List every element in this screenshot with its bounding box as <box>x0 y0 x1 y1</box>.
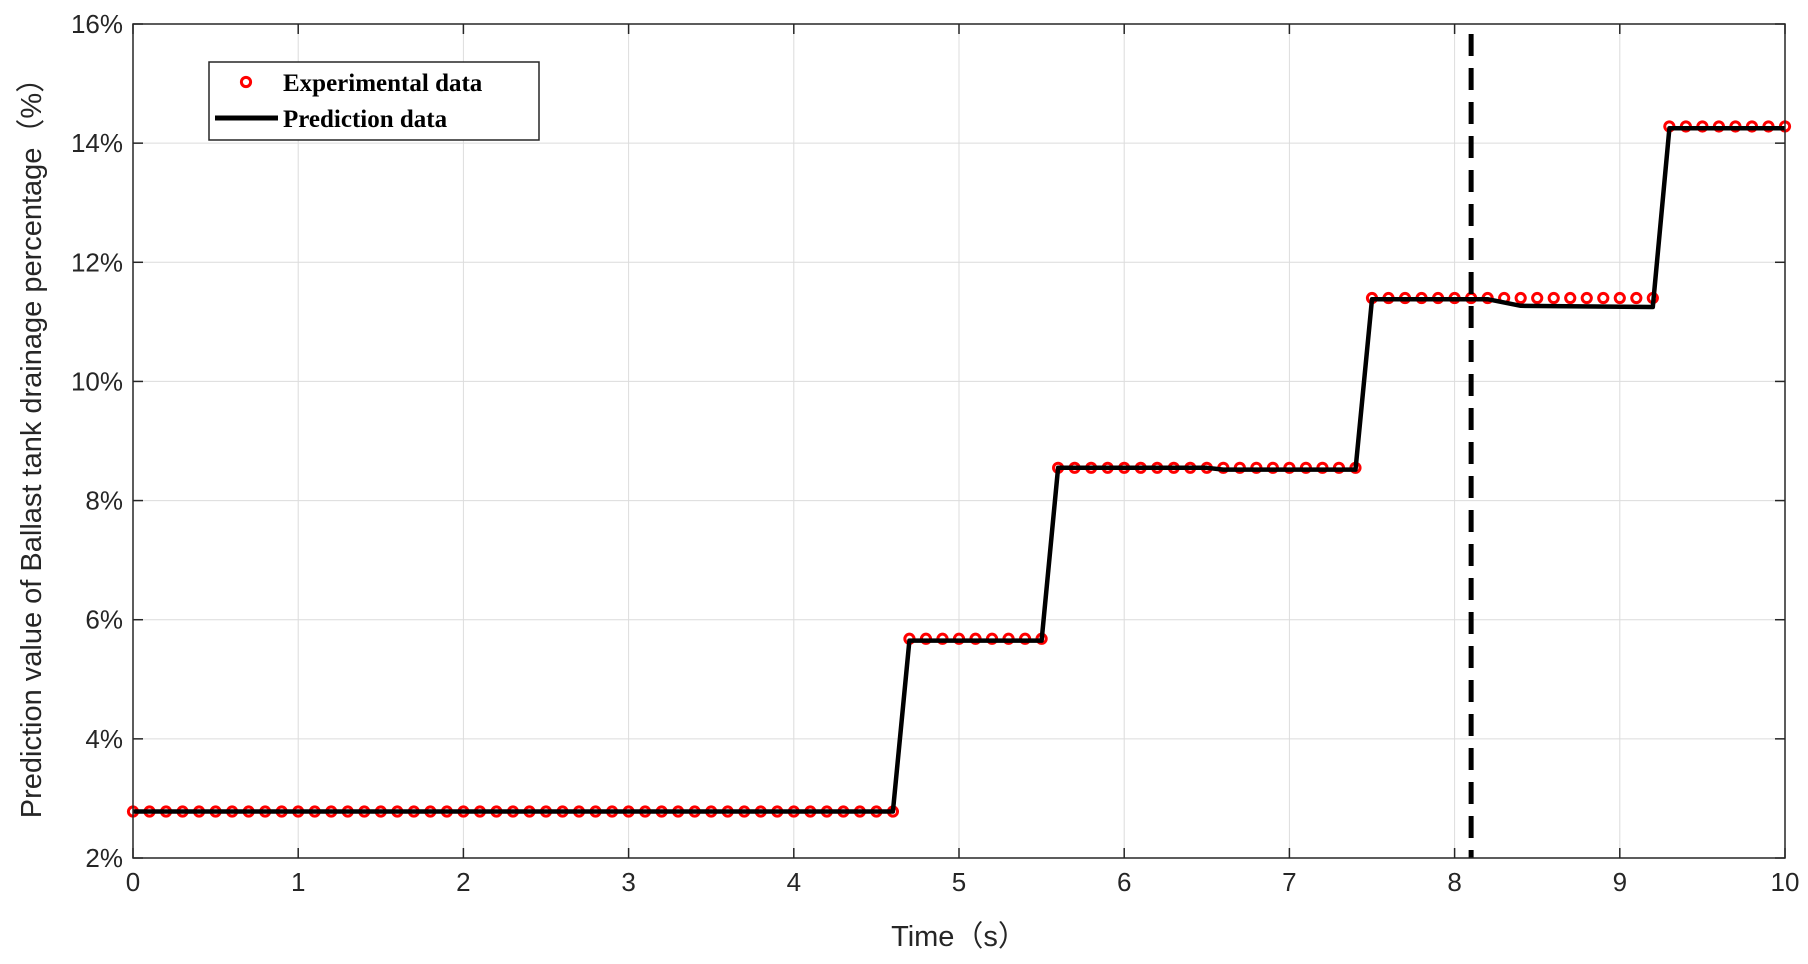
y-axis-label: Prediction value of Ballast tank drainag… <box>16 64 48 818</box>
experimental-data-point <box>1547 291 1560 305</box>
y-tick-label: 4% <box>85 724 123 754</box>
y-tick-label: 2% <box>85 843 123 873</box>
y-tick-label: 16% <box>71 9 123 39</box>
experimental-data-point <box>1630 291 1643 305</box>
ticks: 0 1 2 3 4 5 6 7 8 9 10 2% 4% 6% 8% 10% 12% 14% 16% <box>71 9 1800 897</box>
x-tick-label: 8 <box>1447 867 1461 897</box>
series-layer <box>126 120 1792 818</box>
prediction-data-line <box>133 126 1785 814</box>
experimental-data-point <box>1514 291 1527 305</box>
x-tick-label: 10 <box>1771 867 1800 897</box>
legend-marker-experimental <box>239 75 253 89</box>
x-axis-label: Time（s） <box>891 921 1027 953</box>
experimental-data-point <box>1531 291 1544 305</box>
x-tick-label: 5 <box>952 867 966 897</box>
y-tick-label: 10% <box>71 366 123 396</box>
y-tick-label: 12% <box>71 247 123 277</box>
grid <box>133 24 1785 858</box>
legend-box <box>208 61 540 141</box>
x-tick-label: 1 <box>291 867 305 897</box>
x-tick-label: 7 <box>1282 867 1296 897</box>
legend-label-experimental: Experimental data <box>283 70 483 97</box>
x-tick-label: 3 <box>621 867 635 897</box>
experimental-data-point <box>1580 291 1593 305</box>
experimental-data-point <box>1597 291 1610 305</box>
x-tick-label: 0 <box>126 867 140 897</box>
y-tick-label: 8% <box>85 486 123 516</box>
x-tick-label: 9 <box>1613 867 1627 897</box>
x-tick-label: 4 <box>787 867 801 897</box>
y-tick-label: 14% <box>71 128 123 158</box>
y-tick-label: 6% <box>85 605 123 635</box>
x-tick-label: 2 <box>456 867 470 897</box>
legend: Experimental data Prediction data <box>208 61 540 141</box>
experimental-data-point <box>1613 291 1626 305</box>
x-tick-label: 6 <box>1117 867 1131 897</box>
experimental-data-point <box>1564 291 1577 305</box>
legend-label-prediction: Prediction data <box>283 106 448 133</box>
